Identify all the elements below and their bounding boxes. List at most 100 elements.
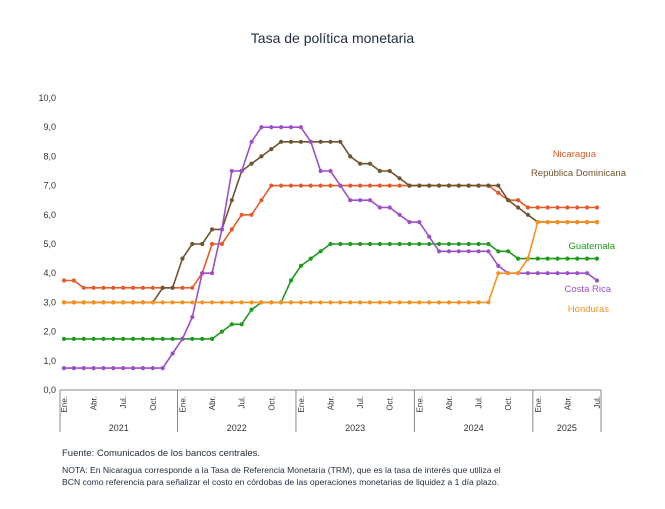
- series-label: Costa Rica: [565, 284, 612, 295]
- series-point: [160, 336, 165, 341]
- series-point: [565, 205, 570, 210]
- series-point: [150, 285, 155, 290]
- series-point: [417, 300, 422, 305]
- series-point: [486, 183, 491, 188]
- x-tick-label: Jul.: [593, 396, 602, 408]
- series-point: [249, 139, 254, 144]
- series-point: [446, 249, 452, 254]
- y-tick-label: 1,0: [43, 356, 56, 366]
- series-point: [101, 336, 106, 341]
- x-year-label: 2024: [464, 423, 484, 433]
- series-point: [130, 336, 136, 341]
- series-point: [555, 220, 560, 225]
- series-point: [594, 256, 600, 261]
- series-point: [358, 161, 363, 166]
- series-point: [436, 249, 442, 254]
- series-point: [328, 139, 333, 144]
- x-tick-label: Ene.: [415, 396, 424, 412]
- series-point: [140, 300, 146, 305]
- series-point: [209, 336, 215, 341]
- series-point: [486, 249, 491, 254]
- series-point: [190, 300, 195, 305]
- methodology-note: NOTA: En Nicaragua corresponde a la Tasa…: [62, 465, 501, 487]
- series-point: [239, 212, 244, 217]
- series-point: [249, 300, 254, 305]
- x-tick-label: Abr.: [445, 396, 454, 410]
- series-point: [229, 300, 234, 305]
- series-point: [229, 322, 234, 327]
- y-tick-label: 5,0: [43, 239, 56, 249]
- series-point: [328, 168, 333, 174]
- series-point: [288, 139, 294, 144]
- series-label: República Dominicana: [531, 168, 627, 179]
- series-point: [594, 205, 600, 210]
- series-point: [466, 249, 471, 254]
- series-point: [436, 241, 442, 247]
- series-line: [64, 141, 597, 304]
- series-point: [427, 234, 432, 239]
- series-point: [180, 300, 185, 305]
- series-point: [140, 285, 146, 290]
- x-tick-label: Ene.: [534, 396, 543, 412]
- series-point: [269, 183, 274, 188]
- series-point: [200, 241, 205, 247]
- x-tick-label: Ene.: [60, 396, 69, 412]
- series-point: [377, 205, 382, 210]
- series-point: [525, 256, 531, 261]
- series-point: [121, 366, 126, 371]
- series-point: [367, 300, 373, 305]
- series-point: [348, 154, 353, 159]
- series-point: [219, 241, 225, 247]
- series-point: [259, 125, 264, 130]
- series-point: [446, 241, 452, 247]
- series-point: [545, 220, 550, 225]
- series-point: [328, 241, 333, 247]
- series-point: [229, 227, 234, 232]
- series-point: [575, 205, 580, 210]
- series-point: [279, 125, 284, 130]
- series-point: [209, 241, 215, 247]
- series-point: [377, 168, 382, 174]
- series-point: [535, 256, 540, 261]
- series-point: [61, 300, 67, 305]
- series-point: [130, 300, 136, 305]
- series-point: [229, 198, 234, 203]
- x-year-label: 2021: [109, 423, 129, 433]
- y-tick-label: 7,0: [43, 181, 56, 191]
- series-point: [476, 249, 481, 254]
- series-point: [466, 241, 471, 247]
- series-point: [535, 205, 540, 210]
- series-point: [209, 227, 215, 232]
- series-point: [466, 300, 471, 305]
- series-point: [446, 183, 452, 188]
- series-point: [397, 300, 402, 305]
- series-point: [348, 198, 353, 203]
- series-point: [407, 300, 412, 305]
- series-point: [150, 300, 155, 305]
- series-point: [81, 336, 86, 341]
- series-point: [367, 161, 373, 166]
- series-point: [427, 183, 432, 188]
- series-point: [575, 220, 580, 225]
- series-point: [101, 285, 106, 290]
- series-point: [249, 307, 254, 312]
- series-point: [387, 300, 392, 305]
- series-point: [575, 256, 580, 261]
- series-point: [397, 183, 402, 188]
- series-point: [515, 198, 521, 203]
- series-point: [565, 256, 570, 261]
- series-point: [61, 366, 67, 371]
- series-point: [446, 300, 452, 305]
- series-point: [585, 220, 590, 225]
- series-point: [308, 256, 313, 261]
- series-point: [269, 125, 274, 130]
- series-point: [515, 256, 521, 261]
- series-point: [594, 278, 600, 283]
- series-point: [496, 249, 501, 254]
- series-point: [466, 183, 471, 188]
- series-point: [407, 183, 412, 188]
- series-point: [377, 183, 382, 188]
- series-point: [219, 227, 225, 232]
- series-point: [555, 256, 560, 261]
- series-point: [298, 139, 303, 144]
